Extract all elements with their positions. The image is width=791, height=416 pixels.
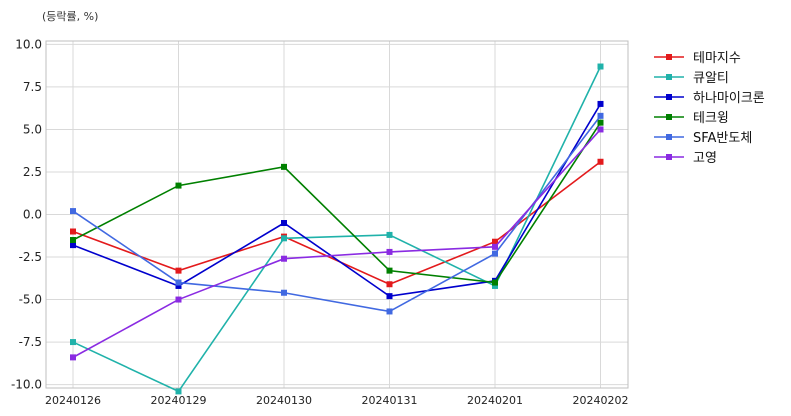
y-tick-label: 10.0 xyxy=(15,37,42,51)
grid xyxy=(46,41,628,388)
legend-marker xyxy=(666,54,672,60)
y-tick-label: 7.5 xyxy=(23,80,42,94)
data-point xyxy=(386,267,393,274)
data-point xyxy=(597,100,604,107)
legend-label: 고영 xyxy=(693,151,717,166)
data-point xyxy=(175,296,182,303)
data-point xyxy=(386,231,393,238)
y-tick-label: -2.5 xyxy=(19,250,42,264)
y-tick-label: 5.0 xyxy=(23,122,42,136)
series-line xyxy=(72,161,601,286)
legend-item: 테크윙 xyxy=(654,110,729,126)
legend-marker xyxy=(666,94,672,100)
x-tick-label: 20240201 xyxy=(467,394,523,407)
legend-label: 테크윙 xyxy=(693,110,729,126)
legend-label: SFA반도체 xyxy=(693,131,752,146)
series-1 xyxy=(70,158,604,288)
y-tick-label: -7.5 xyxy=(19,335,42,349)
legend-item: SFA반도체 xyxy=(654,131,752,146)
data-point xyxy=(70,228,76,235)
data-point xyxy=(70,208,76,215)
data-point xyxy=(597,126,604,133)
data-point xyxy=(281,235,287,242)
legend-item: 고영 xyxy=(654,151,717,166)
legend-label: 테마지수 xyxy=(693,51,741,66)
legend-marker xyxy=(666,74,672,80)
legend-marker xyxy=(666,154,672,160)
data-point xyxy=(281,289,287,296)
data-point xyxy=(386,248,393,255)
legend-label: 하나마이크론 xyxy=(693,91,765,106)
data-point xyxy=(70,354,76,361)
data-point xyxy=(175,267,182,274)
data-point xyxy=(70,237,76,244)
data-point xyxy=(70,242,76,249)
data-point xyxy=(492,282,498,289)
legend-item: 테마지수 xyxy=(654,51,741,66)
data-point xyxy=(175,279,182,286)
y-axis: 10.0 7.5 5.0 2.5 0.0 -2.5 -5.0 -7.5 -10.0 xyxy=(11,37,42,391)
series-5 xyxy=(70,112,604,315)
series-line xyxy=(72,66,602,393)
series-2 xyxy=(70,63,604,395)
series-line xyxy=(72,115,602,313)
data-point xyxy=(281,220,287,227)
data-point xyxy=(597,63,604,70)
series-line xyxy=(72,103,602,297)
legend-label: 큐알티 xyxy=(693,71,729,86)
data-point xyxy=(175,282,182,289)
legend-marker xyxy=(666,114,672,120)
data-point xyxy=(175,388,182,395)
data-point xyxy=(281,163,287,170)
data-point xyxy=(492,279,498,286)
data-point xyxy=(492,243,498,250)
y-tick-label: -5.0 xyxy=(19,293,42,307)
data-point xyxy=(492,250,498,257)
x-axis: 20240126 20240129 20240130 20240131 20240201… xyxy=(45,394,629,407)
x-tick-label: 20240202 xyxy=(573,394,629,407)
unit-label: (등락률, %) xyxy=(42,10,99,23)
y-tick-label: 0.0 xyxy=(23,208,42,222)
data-point xyxy=(386,281,393,288)
x-tick-label: 20240126 xyxy=(45,394,101,407)
legend-item: 큐알티 xyxy=(654,71,729,86)
data-point xyxy=(597,119,604,126)
data-point xyxy=(386,308,393,315)
data-point xyxy=(597,112,604,119)
plot-frame xyxy=(45,40,629,389)
x-tick-label: 20240129 xyxy=(151,394,207,407)
x-tick-label: 20240131 xyxy=(362,394,418,407)
series-6 xyxy=(70,126,604,361)
legend-item: 하나마이크론 xyxy=(654,91,765,106)
data-point xyxy=(175,182,182,189)
series-line xyxy=(72,122,602,284)
data-point xyxy=(492,238,498,245)
y-tick-label: -10.0 xyxy=(11,378,42,392)
data-point xyxy=(597,158,604,165)
data-point xyxy=(70,339,76,346)
x-tick-label: 20240130 xyxy=(256,394,312,407)
series-4 xyxy=(70,119,604,286)
series-layer xyxy=(70,63,604,395)
series-line xyxy=(72,128,602,359)
y-tick-label: 2.5 xyxy=(23,165,42,179)
data-point xyxy=(281,255,287,262)
data-point xyxy=(386,293,393,300)
legend-marker xyxy=(666,134,672,140)
